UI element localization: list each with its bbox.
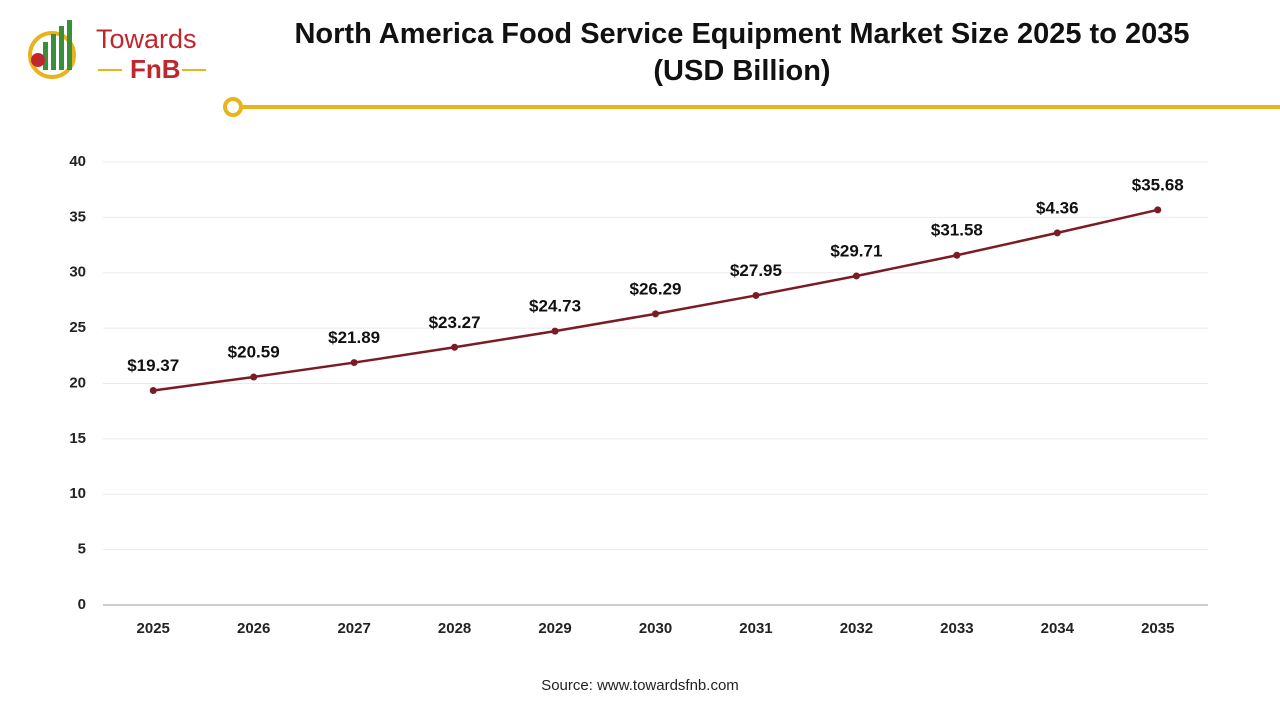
x-tick-label: 2034 xyxy=(1041,620,1075,637)
data-point xyxy=(1154,206,1162,214)
logo-text: FnB xyxy=(130,54,181,84)
data-label: $23.27 xyxy=(429,313,481,332)
x-tick-label: 2031 xyxy=(739,620,772,637)
x-tick-label: 2029 xyxy=(538,620,571,637)
data-label: $29.71 xyxy=(830,241,882,260)
data-point xyxy=(551,327,559,335)
data-point xyxy=(149,386,157,394)
data-label: $24.73 xyxy=(529,297,581,316)
x-tick-label: 2028 xyxy=(438,620,471,637)
data-label: $4.36 xyxy=(1036,198,1079,217)
logo: Towards FnB xyxy=(28,20,206,84)
logo-bar xyxy=(67,20,72,70)
logo-text: Towards xyxy=(96,24,197,54)
y-tick-label: 20 xyxy=(69,374,86,391)
x-tick-label: 2035 xyxy=(1141,620,1174,637)
logo-ring xyxy=(28,31,76,79)
data-point xyxy=(852,272,860,280)
y-tick-label: 0 xyxy=(78,596,86,613)
data-label: $31.58 xyxy=(931,221,983,240)
logo-bar xyxy=(43,42,48,70)
y-tick-label: 30 xyxy=(69,264,86,281)
data-label: $27.95 xyxy=(730,261,782,280)
data-label: $35.68 xyxy=(1132,175,1184,194)
data-point xyxy=(350,359,358,367)
logo-dot xyxy=(31,53,45,67)
y-tick-label: 10 xyxy=(69,485,86,502)
data-point xyxy=(652,310,659,318)
x-tick-label: 2027 xyxy=(337,620,370,637)
logo-bar xyxy=(51,34,56,70)
data-point xyxy=(250,373,258,381)
y-tick-label: 15 xyxy=(69,430,86,447)
y-tick-label: 40 xyxy=(69,153,86,170)
x-tick-label: 2033 xyxy=(940,620,973,637)
data-point xyxy=(451,343,459,351)
chart-title: North America Food Service Equipment Mar… xyxy=(294,18,1190,87)
x-tick-label: 2025 xyxy=(137,620,170,637)
x-tick-label: 2032 xyxy=(840,620,873,637)
header-dot xyxy=(223,97,243,117)
data-label: $19.37 xyxy=(127,356,179,375)
series-line xyxy=(153,208,1159,392)
y-tick-label: 35 xyxy=(69,208,86,225)
data-point xyxy=(953,251,961,259)
x-tick-label: 2030 xyxy=(639,620,672,637)
y-tick-label: 25 xyxy=(69,319,86,336)
data-label: $20.59 xyxy=(228,342,280,361)
data-point xyxy=(752,291,760,299)
x-tick-label: 2026 xyxy=(237,620,270,637)
data-point xyxy=(1053,229,1061,237)
data-label: $26.29 xyxy=(630,279,682,298)
source: Source: www.towardsfnb.com xyxy=(541,677,739,694)
logo-bar xyxy=(59,26,64,70)
data-label: $21.89 xyxy=(328,328,380,347)
y-tick-label: 5 xyxy=(78,541,86,558)
